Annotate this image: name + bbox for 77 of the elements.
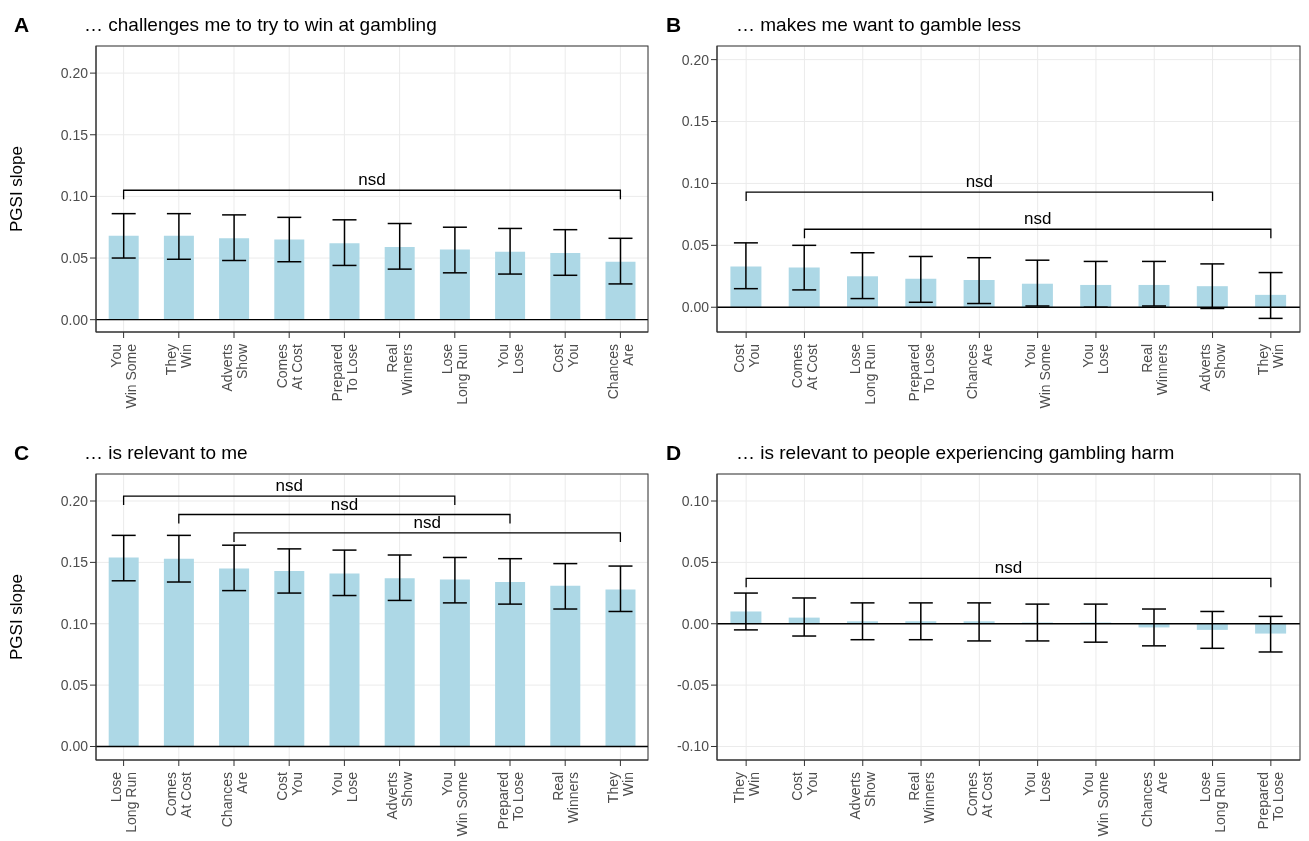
y-tick-label: -0.05 — [677, 677, 710, 694]
x-tick-label: Cost You — [273, 771, 305, 801]
text: B — [666, 13, 683, 37]
y-tick-label: 0.15 — [60, 126, 89, 143]
annotation: nsd — [994, 558, 1023, 578]
x-tick-label: They Win — [1255, 344, 1287, 376]
y-axis-title: PGSI slope — [7, 574, 27, 660]
x-tick-label: Adverts Show — [847, 771, 879, 820]
x-tick-label: You Lose — [494, 343, 526, 375]
x-tick-label: Adverts Show — [384, 771, 416, 820]
y-tick-label: 0.10 — [681, 175, 710, 192]
x-tick-label: They Win — [730, 772, 762, 804]
y-tick-label: 0.05 — [60, 250, 89, 266]
x-tick-label: Real Winners — [549, 772, 581, 824]
y-tick-label: 0.00 — [60, 311, 89, 328]
x-tick-label: Adverts Show — [1197, 343, 1229, 392]
text: D — [666, 441, 683, 465]
y-tick-label: 0.15 — [681, 113, 710, 130]
x-tick-label: Lose Long Run — [1197, 771, 1229, 833]
x-tick-label: They Win — [604, 772, 636, 804]
x-tick-label: Lose Long Run — [439, 343, 471, 405]
x-tick-label: Comes At Cost — [273, 343, 305, 390]
annotation: nsd — [275, 476, 303, 496]
y-tick-label: 0.05 — [681, 237, 710, 254]
x-tick-label: You Lose — [1022, 771, 1054, 803]
y-tick-label: 0.10 — [681, 492, 710, 509]
annotation: nsd — [358, 170, 386, 190]
x-tick-label: You Win Some — [108, 343, 140, 409]
text: C — [14, 441, 31, 465]
x-tick-label: Real Winners — [905, 772, 937, 824]
y-tick-label: 0.10 — [60, 615, 89, 632]
x-tick-label: You Win Some — [1080, 771, 1112, 837]
annotation: nsd — [413, 512, 441, 532]
x-tick-label: Real Winners — [1138, 344, 1170, 396]
x-tick-label: Comes At Cost — [163, 771, 195, 818]
y-tick-label: 0.20 — [681, 51, 710, 68]
x-tick-label: Real Winners — [384, 344, 416, 396]
chart-title: … is relevant to people experiencing gambling harm — [736, 442, 1175, 464]
y-tick-label: 0.05 — [681, 554, 710, 571]
x-tick-label: Cost You — [788, 771, 820, 801]
x-tick-label: Prepared To Lose — [1255, 771, 1287, 830]
x-tick-label: Lose Long Run — [847, 343, 879, 405]
chart-title: … makes me want to gamble less — [736, 14, 1022, 36]
x-tick-label: Chances Are — [1138, 771, 1170, 828]
x-tick-label: Comes At Cost — [788, 343, 820, 390]
x-tick-label: Prepared To Lose — [328, 343, 360, 402]
x-tick-label: You Lose — [328, 771, 360, 803]
annotation: nsd — [1023, 209, 1052, 229]
annotation: nsd — [330, 494, 359, 514]
x-tick-label: You Lose — [1080, 343, 1112, 375]
chart-title: … is relevant to me — [84, 442, 248, 464]
annotation: nsd — [965, 172, 994, 192]
y-tick-label: 0.20 — [60, 492, 89, 509]
y-tick-label: 0.00 — [60, 738, 89, 755]
x-tick-label: Cost You — [730, 343, 762, 373]
y-axis-title: PGSI slope — [7, 146, 27, 232]
x-tick-label: Chances Are — [218, 771, 250, 828]
x-tick-label: You Win Some — [439, 771, 471, 837]
y-tick-label: 0.00 — [681, 299, 710, 316]
x-tick-label: Adverts Show — [218, 343, 250, 392]
chart-title: … challenges me to try to win at gambling — [84, 14, 437, 36]
x-tick-label: Lose Long Run — [108, 771, 140, 833]
x-tick-label: Prepared To Lose — [905, 343, 937, 402]
x-tick-label: You Win Some — [1022, 343, 1054, 409]
x-tick-label: Cost You — [549, 343, 581, 373]
y-tick-label: 0.00 — [681, 615, 710, 632]
y-tick-label: 0.15 — [60, 554, 89, 571]
x-tick-label: Prepared To Lose — [494, 771, 526, 830]
y-tick-label: -0.10 — [677, 738, 710, 755]
x-tick-label: Chances Are — [604, 343, 636, 400]
y-tick-label: 0.20 — [60, 65, 89, 82]
x-tick-label: They Win — [163, 344, 195, 376]
text: A — [14, 13, 31, 37]
y-tick-label: 0.10 — [60, 188, 89, 205]
y-tick-label: 0.05 — [60, 677, 89, 694]
x-tick-label: Comes At Cost — [963, 771, 995, 818]
x-tick-label: Chances Are — [963, 343, 995, 400]
